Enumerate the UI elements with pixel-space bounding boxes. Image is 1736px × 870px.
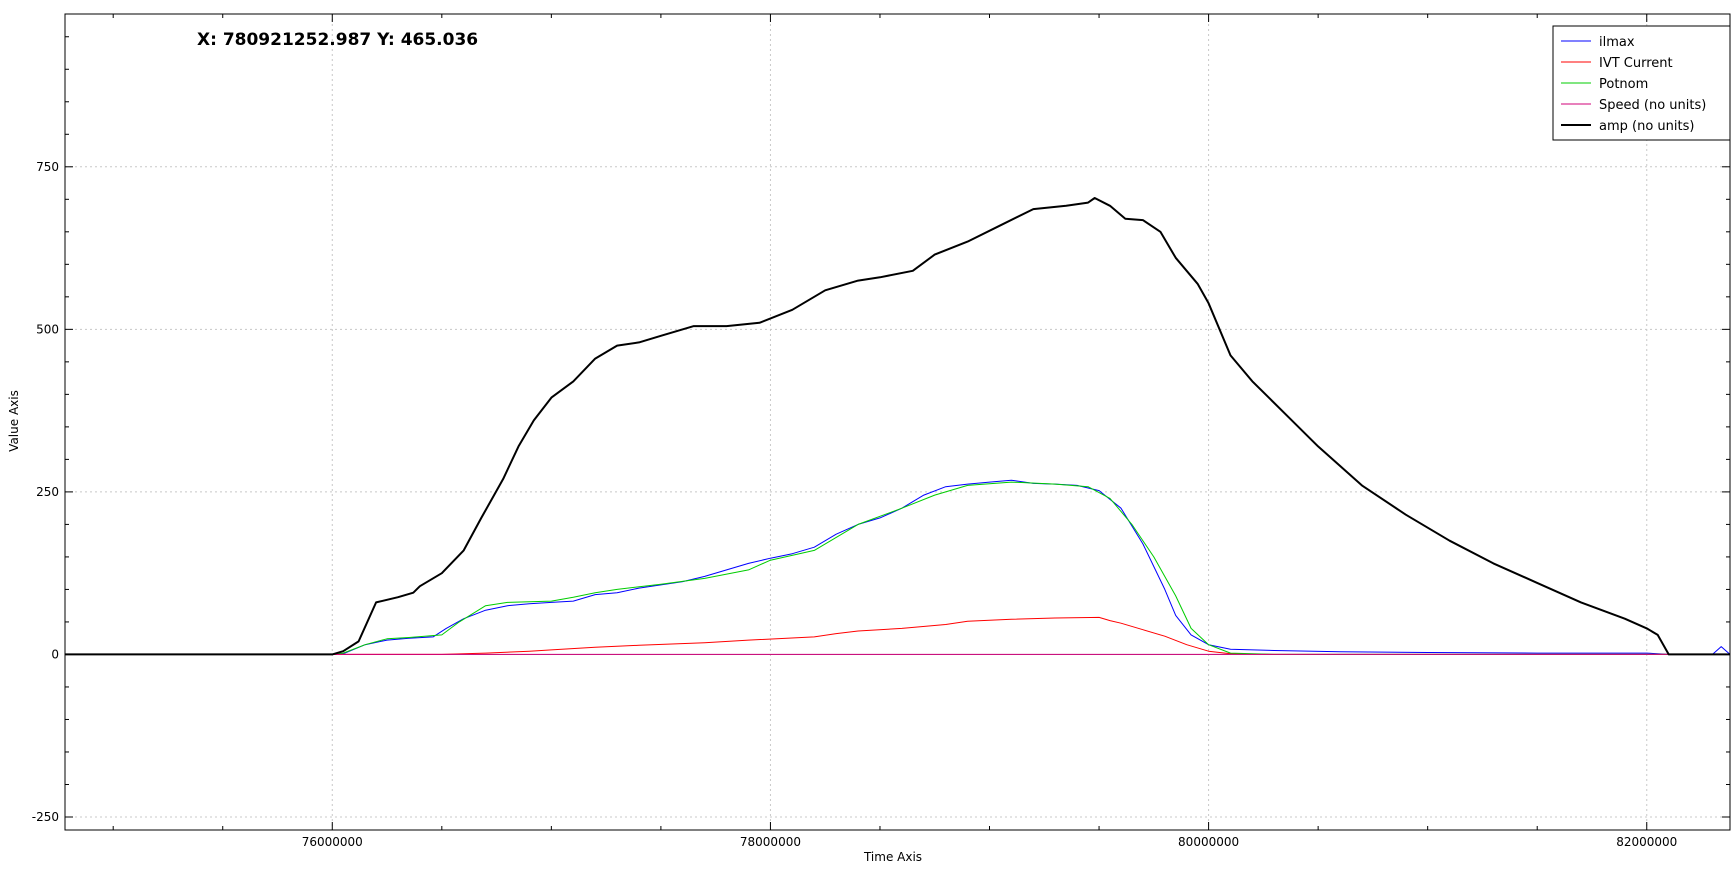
y-tick-label: 750: [36, 160, 59, 174]
y-tick-label: 0: [51, 647, 59, 661]
legend[interactable]: ilmax IVT Current Potnom Speed (no units) am…: [1552, 25, 1731, 141]
x-axis-ticks: 76000000 78000000 80000000 82000000: [112, 14, 1677, 849]
legend-label-potnom: Potnom: [1599, 77, 1648, 92]
legend-label-ivt-current: IVT Current: [1599, 56, 1673, 71]
x-tick-label: 80000000: [1178, 835, 1239, 849]
series-line-potnom: [65, 481, 1730, 655]
y-axis-label: Value Axis: [7, 390, 21, 452]
y-tick-label: 500: [36, 322, 59, 336]
legend-label-amp-no-units: amp (no units): [1599, 119, 1694, 134]
y-axis-ticks: -250 0 250 500 750: [32, 36, 1730, 824]
x-tick-label: 82000000: [1616, 835, 1677, 849]
series-line-ivt-current: [65, 616, 1730, 655]
y-tick-label: 250: [36, 485, 59, 499]
y-tick-label: -250: [32, 810, 59, 824]
grid-lines: [65, 14, 1730, 830]
series-line-ilmax: [65, 479, 1731, 655]
x-tick-label: 76000000: [302, 835, 363, 849]
x-axis-label: Time Axis: [863, 850, 922, 864]
series-line-amp-no-units: [65, 197, 1730, 656]
x-tick-label: 78000000: [740, 835, 801, 849]
plot-frame: [64, 13, 1731, 831]
series-group: [65, 197, 1731, 656]
legend-label-ilmax: ilmax: [1599, 35, 1635, 50]
cursor-readout: X: 780921252.987 Y: 465.036: [197, 30, 478, 50]
legend-label-speed-no-units: Speed (no units): [1599, 98, 1706, 113]
